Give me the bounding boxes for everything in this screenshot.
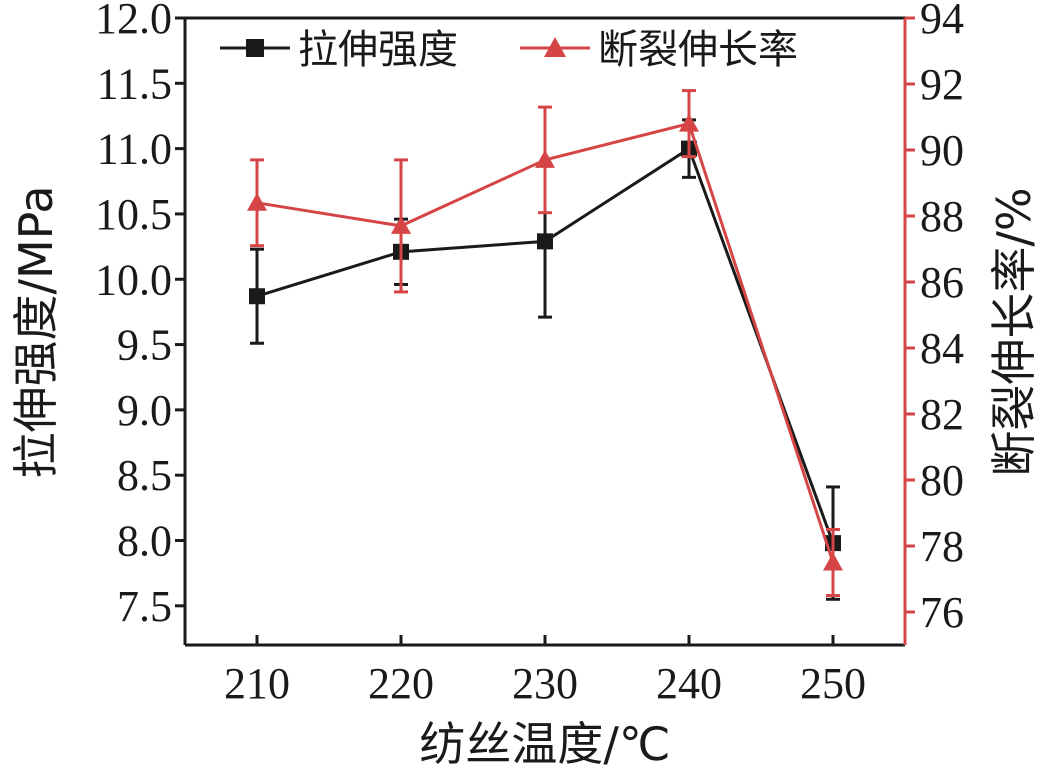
data-point-triangle <box>823 552 843 571</box>
x-tick-label: 210 <box>224 659 290 708</box>
data-point-triangle <box>679 113 699 132</box>
x-axis-ticks: 210 220 230 240 250 <box>224 635 866 708</box>
right-axis-title: 断裂伸长率/% <box>987 187 1041 476</box>
right-tick-label: 78 <box>920 522 964 571</box>
data-point-square <box>537 233 553 250</box>
left-axis-ticks: 7.5 8.0 8.5 9.0 9.5 10.0 10.5 11.0 11.5 12.0 <box>95 0 185 631</box>
right-tick-label: 94 <box>920 0 964 43</box>
right-tick-label: 86 <box>920 258 964 307</box>
right-tick-label: 92 <box>920 60 964 109</box>
legend-item-elongation: 断裂伸长率 <box>520 27 798 73</box>
left-axis-title: 拉伸强度/MPa <box>9 185 63 478</box>
legend-item-tensile: 拉伸强度 <box>220 27 458 73</box>
left-tick-label: 10.5 <box>95 190 172 239</box>
data-point-triangle <box>391 215 411 234</box>
series-elongation <box>247 89 843 597</box>
data-point-triangle <box>535 149 555 168</box>
left-tick-label: 11.0 <box>97 125 172 174</box>
right-tick-label: 90 <box>920 126 964 175</box>
x-axis-title: 纺丝温度/℃ <box>419 717 670 771</box>
x-tick-label: 240 <box>656 659 722 708</box>
right-tick-label: 82 <box>920 390 964 439</box>
left-tick-label: 8.0 <box>117 517 172 566</box>
left-tick-label: 7.5 <box>117 582 172 631</box>
legend-marker-triangle <box>544 37 566 57</box>
left-tick-label: 10.0 <box>95 255 172 304</box>
legend-label-elongation: 断裂伸长率 <box>598 27 798 73</box>
left-tick-label: 8.5 <box>117 451 172 500</box>
left-tick-label: 11.5 <box>97 59 172 108</box>
legend-marker-square <box>246 39 264 57</box>
left-tick-label: 12.0 <box>95 0 172 43</box>
x-tick-label: 230 <box>512 659 578 708</box>
legend: 拉伸强度 断裂伸长率 <box>220 27 798 73</box>
right-tick-label: 80 <box>920 456 964 505</box>
right-tick-label: 84 <box>920 324 964 373</box>
x-tick-label: 250 <box>800 659 866 708</box>
right-axis-ticks: 76 78 80 82 84 86 88 90 92 94 <box>905 0 964 637</box>
data-point-square <box>249 288 265 305</box>
data-point-triangle <box>247 192 267 211</box>
legend-label-tensile: 拉伸强度 <box>298 27 458 73</box>
left-tick-label: 9.0 <box>117 386 172 435</box>
left-tick-label: 9.5 <box>117 321 172 370</box>
right-tick-label: 88 <box>920 192 964 241</box>
right-tick-label: 76 <box>920 588 964 637</box>
series-layer <box>247 89 843 601</box>
x-tick-label: 220 <box>368 659 434 708</box>
